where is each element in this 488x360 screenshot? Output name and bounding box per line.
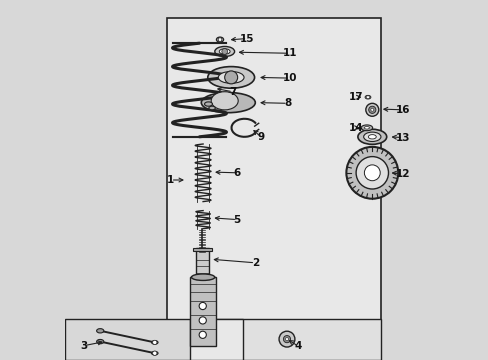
Circle shape — [355, 157, 387, 189]
Ellipse shape — [219, 49, 230, 54]
Text: 7: 7 — [229, 87, 236, 97]
Ellipse shape — [367, 135, 375, 139]
Text: 13: 13 — [395, 132, 409, 143]
Text: 10: 10 — [283, 73, 297, 83]
Text: 2: 2 — [251, 258, 258, 268]
Circle shape — [199, 302, 206, 310]
Ellipse shape — [204, 102, 212, 106]
Bar — [64, 319, 204, 360]
Ellipse shape — [151, 341, 158, 344]
Circle shape — [370, 108, 373, 111]
Ellipse shape — [357, 129, 386, 144]
Ellipse shape — [191, 274, 214, 280]
Ellipse shape — [97, 329, 103, 333]
Text: 14: 14 — [348, 123, 363, 133]
Circle shape — [346, 147, 397, 199]
Circle shape — [279, 331, 294, 347]
Ellipse shape — [207, 67, 254, 88]
Circle shape — [285, 338, 288, 341]
Circle shape — [365, 103, 378, 116]
Circle shape — [199, 331, 206, 338]
Text: 11: 11 — [283, 48, 297, 58]
Text: 12: 12 — [395, 168, 409, 179]
Text: 8: 8 — [284, 98, 291, 108]
Text: 4: 4 — [294, 341, 302, 351]
Bar — [196, 248, 209, 279]
Bar — [204, 319, 381, 360]
Circle shape — [152, 351, 157, 355]
Bar — [189, 277, 215, 346]
Circle shape — [283, 336, 290, 343]
Circle shape — [222, 49, 227, 54]
Text: 6: 6 — [233, 168, 241, 178]
Circle shape — [152, 340, 157, 345]
Bar — [167, 18, 381, 340]
Ellipse shape — [214, 46, 234, 57]
Ellipse shape — [201, 93, 255, 113]
Bar — [193, 248, 212, 251]
Ellipse shape — [151, 351, 158, 355]
Ellipse shape — [211, 92, 238, 110]
Ellipse shape — [363, 132, 380, 141]
Text: 15: 15 — [240, 33, 254, 44]
Text: 16: 16 — [395, 105, 409, 115]
Ellipse shape — [208, 106, 215, 110]
Ellipse shape — [218, 72, 244, 84]
Ellipse shape — [361, 125, 372, 131]
Circle shape — [224, 71, 237, 84]
Ellipse shape — [365, 95, 370, 99]
Circle shape — [366, 96, 368, 99]
Circle shape — [199, 317, 206, 324]
Ellipse shape — [216, 37, 223, 42]
Bar — [190, 319, 242, 360]
Text: 5: 5 — [233, 215, 241, 225]
Text: 3: 3 — [81, 341, 88, 351]
Circle shape — [218, 38, 222, 41]
Circle shape — [364, 165, 380, 181]
Text: 9: 9 — [257, 132, 264, 142]
Text: 17: 17 — [348, 92, 363, 102]
Ellipse shape — [97, 339, 103, 344]
Ellipse shape — [364, 127, 368, 129]
Circle shape — [368, 106, 375, 113]
Text: 1: 1 — [167, 175, 174, 185]
